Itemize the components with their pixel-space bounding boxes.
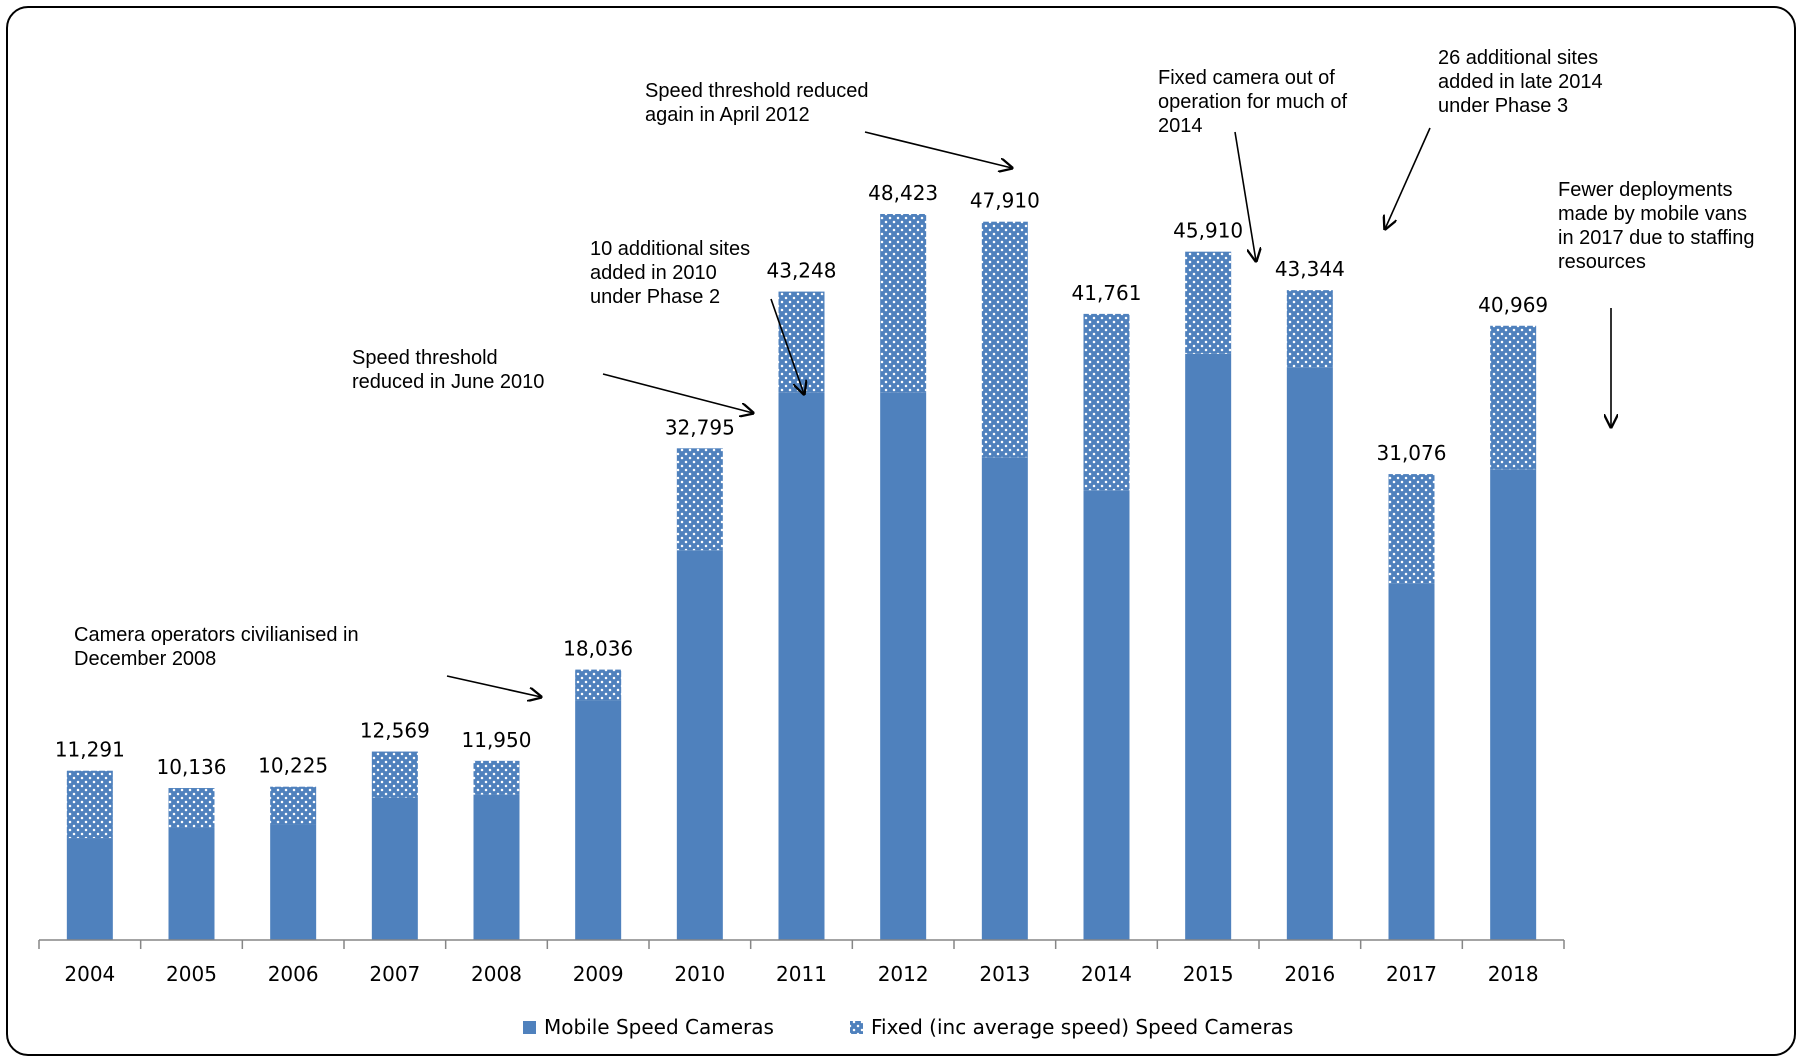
x-tick-label-2015: 2015 (1183, 962, 1234, 986)
total-label-2017: 31,076 (1377, 441, 1447, 465)
bar-fixed-2004 (66, 770, 113, 839)
annotation-text: 10 additional sites added in 2010 under Ph… (590, 238, 750, 308)
annotation-text: Speed threshold reduced in June 2010 (352, 347, 544, 393)
bar-mobile-2007 (371, 797, 418, 940)
total-label-2009: 18,036 (563, 637, 633, 661)
annotation-arrow (1385, 127, 1431, 229)
bar-fixed-2007 (371, 751, 418, 798)
bar-fixed-2016 (1286, 290, 1333, 368)
bar-mobile-2008 (473, 794, 520, 940)
bar-mobile-2005 (168, 827, 215, 940)
x-tick-label-2006: 2006 (268, 962, 319, 986)
total-label-2006: 10,225 (258, 754, 328, 778)
x-tick-label-2004: 2004 (64, 962, 115, 986)
bar-mobile-2017 (1388, 583, 1435, 940)
x-tick-label-2007: 2007 (369, 962, 420, 986)
bar-mobile-2012 (880, 392, 927, 941)
legend: Mobile Speed Cameras Fixed (inc average s… (523, 1015, 1293, 1039)
annotation-text: Camera operators civilianised in December… (74, 624, 359, 670)
total-label-2004: 11,291 (55, 738, 125, 762)
annotation-2014-4: Fixed camera out of operation for much of… (1158, 67, 1347, 261)
bar-mobile-2006 (270, 824, 317, 940)
annotation-text: 26 additional sites added in late 2014 und… (1438, 47, 1603, 117)
bar-fixed-2017 (1388, 474, 1435, 584)
annotations: Camera operators civilianised in December… (74, 47, 1754, 697)
bar-mobile-2018 (1490, 469, 1537, 940)
bar-fixed-2006 (270, 786, 317, 825)
total-label-2014: 41,761 (1072, 281, 1142, 305)
x-axis: 2004 2005 2006 2007 2008 2009 2010 2011 2012 2013… (38, 939, 1565, 986)
annotation-2010-1: Speed threshold reduced in June 2010 (352, 347, 753, 413)
annotation-2010-2: 10 additional sites added in 2010 under Ph… (590, 238, 804, 394)
total-label-2007: 12,569 (360, 719, 430, 743)
x-tick-label-2008: 2008 (471, 962, 522, 986)
annotation-2012-3: Speed threshold reduced again in April 20… (645, 80, 1012, 168)
total-label-2013: 47,910 (970, 189, 1040, 213)
legend-label: Mobile Speed Cameras (544, 1015, 774, 1039)
bar-fixed-2005 (168, 788, 215, 828)
x-tick-label-2013: 2013 (979, 962, 1030, 986)
bar-fixed-2015 (1185, 251, 1232, 354)
total-label-2018: 40,969 (1478, 293, 1548, 317)
total-labels: 11,291 10,136 10,225 12,569 11,950 18,036 32,7… (55, 181, 1548, 779)
bar-fixed-2008 (473, 760, 520, 795)
annotation-arrow (864, 131, 1012, 168)
bar-mobile-2015 (1185, 353, 1232, 940)
total-label-2010: 32,795 (665, 415, 735, 439)
total-label-2016: 43,344 (1275, 257, 1345, 281)
bar-mobile-2010 (676, 550, 723, 940)
total-label-2012: 48,423 (868, 181, 938, 205)
bar-fixed-2012 (880, 214, 927, 393)
annotation-2008-0: Camera operators civilianised in December… (74, 624, 541, 697)
total-label-2015: 45,910 (1173, 219, 1243, 243)
legend-label: Fixed (inc average speed) Speed Cameras (871, 1015, 1293, 1039)
bar-mobile-2004 (66, 838, 113, 940)
annotation-arrow (602, 373, 753, 413)
x-tick-label-2011: 2011 (776, 962, 827, 986)
bar-fixed-2014 (1083, 313, 1130, 491)
x-tick-label-2009: 2009 (573, 962, 624, 986)
total-label-2011: 43,248 (767, 259, 837, 283)
bars-layer (66, 214, 1537, 941)
bar-mobile-2009 (575, 700, 622, 940)
legend-swatch (523, 1021, 536, 1034)
bar-fixed-2009 (575, 669, 622, 701)
annotation-arrow (1234, 131, 1256, 261)
annotation-2015-5: 26 additional sites added in late 2014 und… (1385, 47, 1603, 229)
bar-fixed-2010 (676, 448, 723, 551)
legend-item-mobile: Mobile Speed Cameras (523, 1015, 774, 1039)
x-tick-label-2010: 2010 (674, 962, 725, 986)
bar-mobile-2011 (778, 392, 825, 941)
x-tick-label-2018: 2018 (1488, 962, 1539, 986)
annotation-text: Speed threshold reduced again in April 20… (645, 80, 869, 126)
bar-mobile-2014 (1083, 490, 1130, 940)
legend-item-fixed: Fixed (inc average speed) Speed Cameras (850, 1015, 1293, 1039)
total-label-2008: 11,950 (462, 728, 532, 752)
x-tick-label-2017: 2017 (1386, 962, 1437, 986)
bar-mobile-2016 (1286, 367, 1333, 940)
bar-mobile-2013 (981, 457, 1028, 940)
x-tick-label-2014: 2014 (1081, 962, 1132, 986)
x-tick-label-2012: 2012 (878, 962, 929, 986)
annotation-2017-6: Fewer deployments made by mobile vans in 2… (1558, 179, 1754, 427)
legend-swatch (850, 1021, 863, 1034)
annotation-text: Fixed camera out of operation for much of… (1158, 67, 1347, 137)
x-tick-label-2005: 2005 (166, 962, 217, 986)
total-label-2005: 10,136 (157, 755, 227, 779)
x-tick-label-2016: 2016 (1284, 962, 1335, 986)
annotation-arrow (446, 675, 541, 697)
annotation-arrow (770, 298, 804, 394)
annotation-text: Fewer deployments made by mobile vans in 2… (1558, 179, 1754, 273)
bar-fixed-2018 (1490, 325, 1537, 470)
bar-fixed-2013 (981, 221, 1028, 458)
